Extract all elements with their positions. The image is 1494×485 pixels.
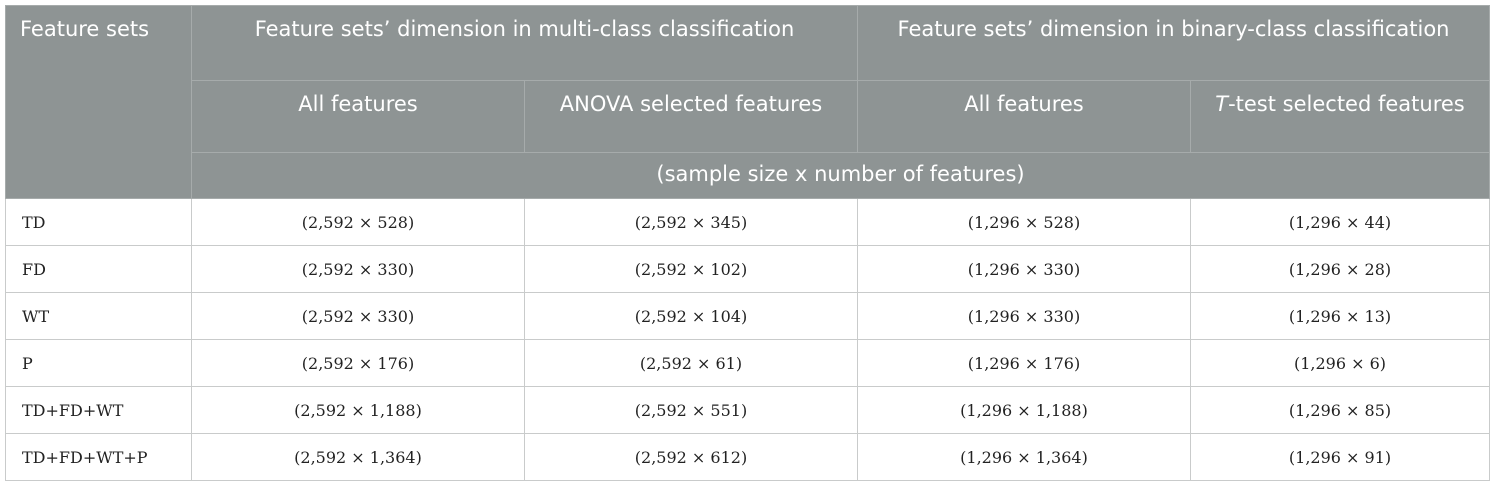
table-header: Feature sets Feature sets’ dimension in … bbox=[5, 5, 1491, 199]
header-multi-all-features: All features bbox=[191, 80, 525, 153]
cell-multi-all: (2,592 × 330) bbox=[191, 245, 525, 293]
header-multi-class-group: Feature sets’ dimension in multi-class c… bbox=[191, 5, 858, 81]
header-ttest-t: T bbox=[1215, 92, 1229, 116]
row-label: TD bbox=[5, 198, 192, 246]
header-anova-selected: ANOVA selected features bbox=[524, 80, 858, 153]
cell-multi-selected: (2,592 × 61) bbox=[524, 339, 858, 387]
cell-binary-all: (1,296 × 330) bbox=[857, 292, 1191, 340]
cell-multi-all: (2,592 × 528) bbox=[191, 198, 525, 246]
table-row: P (2,592 × 176) (2,592 × 61) (1,296 × 17… bbox=[5, 339, 1491, 387]
cell-multi-all: (2,592 × 1,188) bbox=[191, 386, 525, 434]
header-units: (sample size x number of features) bbox=[190, 152, 1491, 199]
row-label: TD+FD+WT bbox=[5, 386, 192, 434]
table-row: TD+FD+WT (2,592 × 1,188) (2,592 × 551) (… bbox=[5, 386, 1491, 434]
row-label: WT bbox=[5, 292, 192, 340]
cell-multi-selected: (2,592 × 102) bbox=[524, 245, 858, 293]
header-binary-all-features: All features bbox=[857, 80, 1191, 153]
row-label: TD+FD+WT+P bbox=[5, 433, 192, 481]
table-row: WT (2,592 × 330) (2,592 × 104) (1,296 × … bbox=[5, 292, 1491, 340]
cell-multi-all: (2,592 × 176) bbox=[191, 339, 525, 387]
header-feature-sets: Feature sets bbox=[5, 5, 192, 199]
cell-multi-selected: (2,592 × 104) bbox=[524, 292, 858, 340]
cell-multi-selected: (2,592 × 345) bbox=[524, 198, 858, 246]
cell-binary-all: (1,296 × 1,364) bbox=[857, 433, 1191, 481]
header-binary-class-group: Feature sets’ dimension in binary-class … bbox=[856, 5, 1491, 81]
header-ttest-selected: T-test selected features bbox=[1189, 80, 1491, 153]
cell-binary-selected: (1,296 × 28) bbox=[1189, 245, 1491, 293]
row-label: P bbox=[5, 339, 192, 387]
cell-binary-all: (1,296 × 176) bbox=[857, 339, 1191, 387]
cell-binary-selected: (1,296 × 44) bbox=[1189, 198, 1491, 246]
cell-binary-all: (1,296 × 1,188) bbox=[857, 386, 1191, 434]
cell-binary-selected: (1,296 × 6) bbox=[1189, 339, 1491, 387]
header-ttest-rest: -test selected features bbox=[1228, 92, 1465, 116]
table-row: FD (2,592 × 330) (2,592 × 102) (1,296 × … bbox=[5, 245, 1491, 293]
cell-multi-all: (2,592 × 330) bbox=[191, 292, 525, 340]
cell-multi-all: (2,592 × 1,364) bbox=[191, 433, 525, 481]
row-label: FD bbox=[5, 245, 192, 293]
cell-multi-selected: (2,592 × 551) bbox=[524, 386, 858, 434]
cell-multi-selected: (2,592 × 612) bbox=[524, 433, 858, 481]
cell-binary-selected: (1,296 × 13) bbox=[1189, 292, 1491, 340]
cell-binary-selected: (1,296 × 91) bbox=[1189, 433, 1491, 481]
cell-binary-selected: (1,296 × 85) bbox=[1189, 386, 1491, 434]
table-row: TD (2,592 × 528) (2,592 × 345) (1,296 × … bbox=[5, 198, 1491, 246]
table-body: TD (2,592 × 528) (2,592 × 345) (1,296 × … bbox=[5, 198, 1491, 481]
table-row: TD+FD+WT+P (2,592 × 1,364) (2,592 × 612)… bbox=[5, 433, 1491, 481]
cell-binary-all: (1,296 × 528) bbox=[857, 198, 1191, 246]
feature-dimension-table: Feature sets Feature sets’ dimension in … bbox=[5, 5, 1491, 481]
cell-binary-all: (1,296 × 330) bbox=[857, 245, 1191, 293]
